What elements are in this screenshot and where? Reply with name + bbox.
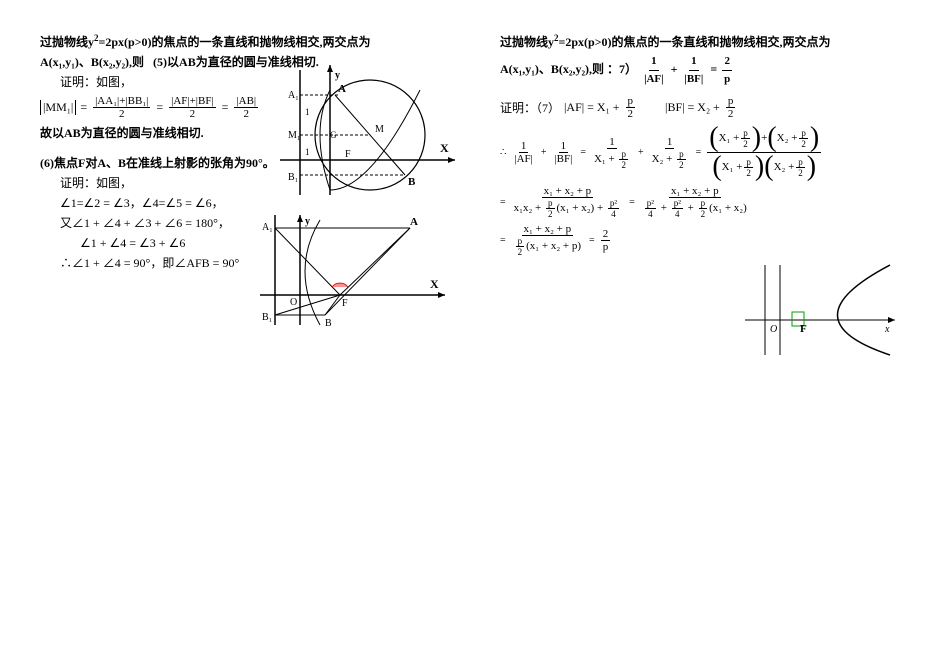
mm-lhs: |MM₁| (40, 100, 76, 115)
num: 2 (722, 53, 732, 71)
lbl: 证明：（7） (500, 99, 560, 116)
proof-7-line1: 证明：（7） |AF| = X₁ + p2 |BF| = X₂ + p2 (500, 95, 920, 120)
den: 2 (117, 108, 127, 120)
lbl-A: A (338, 83, 346, 95)
txt: A(x₁,y₁)、B(x₂,y₂),则 (40, 55, 144, 69)
num: |AA₁|+|BB₁| (93, 95, 150, 108)
left-heading-1: 过抛物线y2=2px(p>0)的焦点的一条直线和抛物线相交,两交点为 (40, 32, 460, 51)
y-arrow-icon (327, 65, 333, 72)
line-b1f (275, 295, 340, 315)
lbl-B: B (408, 176, 416, 188)
lbl-x: x (884, 324, 890, 335)
line-bf (325, 295, 340, 315)
line-ab (325, 228, 410, 315)
line-af (340, 228, 410, 295)
lbl-F: F (800, 323, 807, 335)
lbl-F: F (345, 149, 351, 160)
lbl-y: y (335, 70, 340, 81)
txt: A(x₁,y₁)、B(x₂,y₂),则 (500, 62, 604, 76)
lbl-y: y (305, 216, 310, 227)
x-arrow-icon (448, 157, 455, 163)
parabola (838, 265, 891, 355)
p2-a: p2 (626, 95, 636, 120)
diagram-circle-tangent: A A₁ B B₁ M M₁ F y X 1 1 G (270, 60, 460, 200)
den: |BF| (682, 71, 705, 88)
lbl-A1: A₁ (288, 90, 299, 101)
lbl-M: M (375, 124, 384, 135)
den: p (722, 71, 732, 88)
frac-2p: 2 p (722, 53, 732, 87)
lbl-M1: M₁ (288, 130, 300, 141)
lbl-G: G (330, 130, 337, 140)
num: |AF|+|BF| (169, 95, 216, 108)
tick-1a: 1 (305, 107, 310, 117)
step-3: = x₁ + x₂ + p p2(x₁ + x₂ + p) = 2 p (500, 223, 920, 257)
lbl-O: O (770, 324, 777, 335)
p2-b: p2 (726, 95, 736, 120)
txt: =2px(p>0)的焦点的一条直线和抛物线相交,两交点为 (559, 35, 831, 49)
frac-bf: 1 |BF| (682, 53, 705, 87)
right-heading-1: 过抛物线y2=2px(p>0)的焦点的一条直线和抛物线相交,两交点为 (500, 32, 920, 51)
txt: |BF| = X₂ + (665, 100, 720, 115)
h (320, 220, 440, 260)
lbl-O: O (290, 297, 297, 308)
diagram-angle-90: A A₁ B B₁ F O y X (250, 210, 450, 330)
y-arrow-icon (297, 215, 303, 222)
frac-3: |AB| 2 (234, 95, 258, 120)
left-column: 过抛物线y2=2px(p>0)的焦点的一条直线和抛物线相交,两交点为 A(x₁,… (40, 30, 460, 274)
num: 1 (689, 53, 699, 71)
lbl-B1: B₁ (288, 172, 298, 183)
tick-1b: 1 (305, 147, 310, 157)
txt: 过抛物线y (500, 35, 554, 49)
angle-mark (332, 283, 348, 287)
frac-2: |AF|+|BF| 2 (169, 95, 216, 120)
txt: 过抛物线y (40, 35, 94, 49)
txt: =2px(p>0)的焦点的一条直线和抛物线相交,两交点为 (99, 35, 371, 49)
lbl-X: X (430, 277, 439, 291)
x-arrow-icon (888, 317, 895, 323)
lbl-F: F (342, 298, 348, 309)
lbl-X: X (440, 141, 449, 155)
den: 2 (188, 108, 198, 120)
frac-1: |AA₁|+|BB₁| 2 (93, 95, 150, 120)
step-1: ∴ 1|AF| + 1|BF| = 1X₁ + p2 + 1X₂ + p2 = … (500, 124, 920, 181)
num: |AB| (234, 95, 258, 108)
line-a1f (275, 228, 340, 295)
lbl-A1: A₁ (262, 222, 273, 233)
x-arrow-icon (438, 292, 445, 298)
frac-af: 1 |AF| (642, 53, 666, 87)
lbl-A: A (410, 216, 418, 228)
txt: |AF| = X₁ + (564, 100, 620, 115)
right-column: 过抛物线y2=2px(p>0)的焦点的一条直线和抛物线相交,两交点为 A(x₁,… (500, 30, 920, 261)
therefore: ∴ (500, 147, 506, 158)
big-frac-1: (X₁ + p2) + (X₂ + p2) (X₁ + p2) (X₂ + p2… (707, 124, 821, 181)
step-2: = x₁ + x₂ + p x₁x₂ + p2(x₁ + x₂) + p²4 =… (500, 185, 920, 219)
txt: ：7） (607, 62, 637, 76)
den: |AF| (642, 71, 666, 88)
lbl-B: B (325, 318, 332, 329)
right-heading-2: A(x₁,y₁)、B(x₂,y₂),则 ：7） 1 |AF| + 1 |BF| … (500, 53, 920, 87)
lbl-B1: B₁ (262, 312, 272, 323)
diagram-parabola-focus: O F x (740, 260, 900, 360)
den: 2 (242, 108, 252, 120)
num: 1 (649, 53, 659, 71)
